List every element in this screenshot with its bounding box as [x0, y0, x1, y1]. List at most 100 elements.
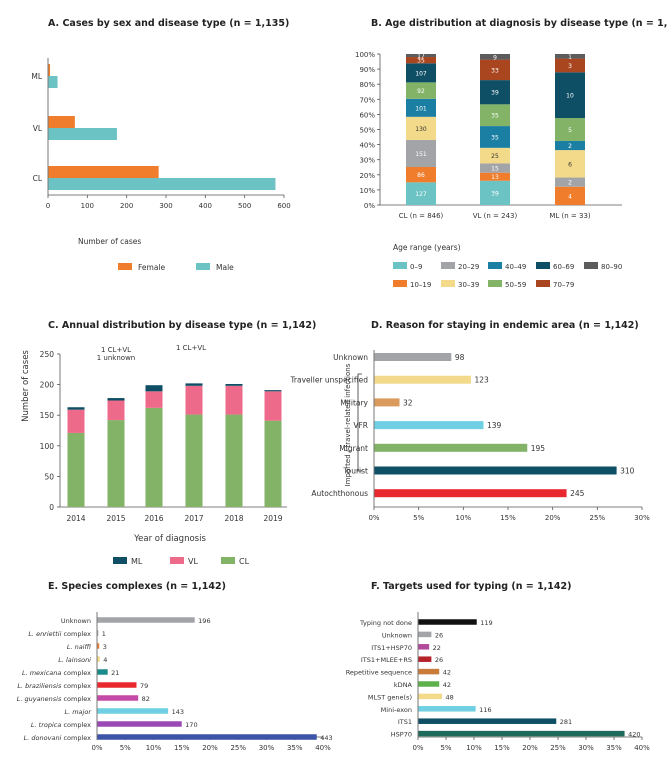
panel-d-bar-vfr: [374, 421, 484, 430]
panel-a-category-label: VL: [33, 124, 43, 133]
panel-a-bar-male-ml: [48, 76, 58, 88]
panel-b-legend-label-60-69: 60–69: [553, 263, 574, 271]
panel-b-segment-label: 2: [568, 143, 572, 150]
panel-b-legend-label-40-49: 40–49: [505, 263, 526, 271]
panel-d-bar-traveller-unspecified: [374, 375, 471, 384]
panel-f-x-tick-label: 15%: [494, 744, 510, 752]
panel-c-category-label: 2019: [263, 514, 282, 523]
panel-b-segment-40-49-vl-n-243: [480, 126, 510, 148]
panel-a-title: A. Cases by sex and disease type (n = 1,…: [48, 18, 289, 29]
panel-c-segment-vl-2015: [107, 400, 125, 421]
panel-b-legend-label-50-59: 50–59: [505, 281, 526, 289]
panel-f-x-tick-label: 35%: [606, 744, 622, 752]
panel-d-x-tick-label: 30%: [634, 514, 650, 522]
panel-d-category-label: Migrant: [339, 444, 368, 453]
panel-b-segment-label: 107: [415, 70, 427, 77]
panel-c-segment-vl-2019: [264, 391, 282, 421]
panel-c-category-label: 2016: [144, 514, 163, 523]
panel-f-title: F. Targets used for typing (n = 1,142): [371, 581, 571, 592]
panel-b-y-tick-label: 20%: [359, 172, 375, 180]
panel-c-category-label: 2015: [106, 514, 125, 523]
panel-c-segment-ml-2018: [225, 383, 243, 386]
panel-f-bar-kdna: [418, 681, 440, 687]
panel-d-category-label: VFR: [353, 421, 368, 430]
panel-c-category-label: 2017: [184, 514, 203, 523]
panel-b-segment-50-59-ml-n-33: [555, 118, 585, 141]
panel-a-legend-swatch-female: [118, 263, 132, 270]
panel-d-category-label: Unknown: [333, 353, 368, 362]
panel-b-segment-20-29-vl-n-243: [480, 163, 510, 173]
panel-b-y-tick-label: 60%: [359, 111, 375, 119]
panel-b-segment-label: 39: [491, 90, 499, 97]
panel-b-legend-swatch-0-9: [393, 262, 407, 269]
panel-c-legend-swatch-ml: [113, 557, 127, 564]
panel-b-segment-label: 92: [417, 88, 425, 95]
panel-b-segment-0-9-vl-n-243: [480, 180, 510, 205]
panel-c-segment-cl-2016: [145, 407, 163, 507]
panel-e-category-label: L. enriettii complex: [28, 630, 91, 638]
panel-c-segment-ml-2019: [264, 390, 282, 392]
panel-e-bar-l-major: [97, 708, 169, 714]
panel-c-segment-vl-2016: [145, 391, 163, 408]
panel-b-category-label: VL (n = 243): [473, 212, 518, 220]
panel-c-y-tick-label: 100: [40, 442, 55, 451]
panel-f-category-label: ITS1: [398, 718, 412, 726]
panel-b-legend-title: Age range (years): [393, 243, 461, 252]
panel-f-bar-its1: [418, 718, 557, 724]
panel-b-y-tick-label: 50%: [359, 127, 375, 135]
panel-d-x-tick-label: 25%: [590, 514, 606, 522]
panel-c-legend-swatch-vl: [170, 557, 184, 564]
panel-f-value-label: 22: [433, 644, 441, 652]
panel-c-segment-cl-2018: [225, 414, 243, 507]
panel-b-segment-label: 5: [568, 127, 572, 134]
panel-c-segment-ml-2017: [185, 383, 203, 386]
panel-f-category-label: Typing not done: [359, 619, 412, 627]
panel-b-legend-label-80-90: 80–90: [601, 263, 622, 271]
panel-c-category-label: 2018: [224, 514, 243, 523]
panel-b-segment-50-59-cl-n-846: [406, 82, 436, 99]
panel-b-legend-swatch-50-59: [488, 280, 502, 287]
panel-c-segment-cl-2019: [264, 420, 282, 507]
panel-b-segment-20-29-cl-n-846: [406, 140, 436, 167]
panel-d-x-tick-label: 10%: [456, 514, 472, 522]
panel-b-segment-label: 35: [491, 113, 499, 120]
panel-c-legend-swatch-cl: [221, 557, 235, 564]
panel-b-y-tick-label: 40%: [359, 142, 375, 150]
panel-f-value-label: 116: [479, 706, 491, 714]
panel-c-segment-vl-2017: [185, 385, 203, 415]
panel-b-legend-swatch-40-49: [488, 262, 502, 269]
panel-c-segment-cl-2017: [185, 414, 203, 507]
panel-e-category-label: L. braziliensis complex: [17, 682, 91, 690]
panel-f-category-label: Repetitive sequence: [346, 669, 412, 677]
panel-a-xlabel: Number of cases: [78, 237, 141, 246]
panel-b-segment-label: 4: [568, 193, 572, 200]
panel-b-segment-70-79-cl-n-846: [406, 57, 436, 64]
panel-c-segment-vl-2018: [225, 385, 243, 415]
panel-e-category-label: L. major: [64, 708, 92, 716]
panel-c-y-tick-label: 50: [44, 472, 54, 481]
panel-d-bar-military: [374, 398, 400, 407]
panel-e-bar-l-tropica-complex: [97, 721, 182, 727]
panel-b-segment-label: 9: [493, 54, 497, 61]
panel-b-y-tick-label: 10%: [359, 187, 375, 195]
panel-e-x-tick-label: 0%: [91, 744, 102, 752]
panel-b-segment-30-39-cl-n-846: [406, 116, 436, 141]
panel-b-segment-label: 15: [491, 166, 499, 173]
panel-d-category-label: Military: [340, 398, 368, 407]
panel-f-category-label: kDNA: [394, 681, 413, 689]
panel-e-x-tick-label: 40%: [315, 744, 331, 752]
panel-e-value-label: 1: [102, 630, 106, 638]
panel-e-x-tick-label: 30%: [259, 744, 275, 752]
panel-a-x-tick-label: 400: [199, 202, 212, 210]
panel-b-segment-80-90-ml-n-33: [555, 54, 585, 59]
panel-d-value-label: 123: [474, 376, 489, 385]
panel-d-x-tick-label: 0%: [368, 514, 379, 522]
panel-c-ylabel: Number of cases: [21, 350, 31, 422]
panel-b-legend-swatch-70-79: [536, 280, 550, 287]
panel-b-segment-10-19-ml-n-33: [555, 186, 585, 205]
panel-b-segment-label: 6: [568, 161, 572, 168]
panel-b-segment-label: 151: [415, 151, 427, 158]
panel-f-value-label: 42: [443, 681, 451, 689]
